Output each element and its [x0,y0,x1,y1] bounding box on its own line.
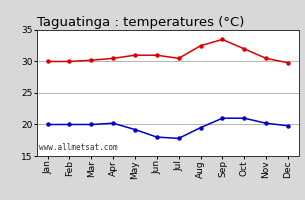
Text: Taguatinga : temperatures (°C): Taguatinga : temperatures (°C) [37,16,244,29]
Text: www.allmetsat.com: www.allmetsat.com [39,143,118,152]
